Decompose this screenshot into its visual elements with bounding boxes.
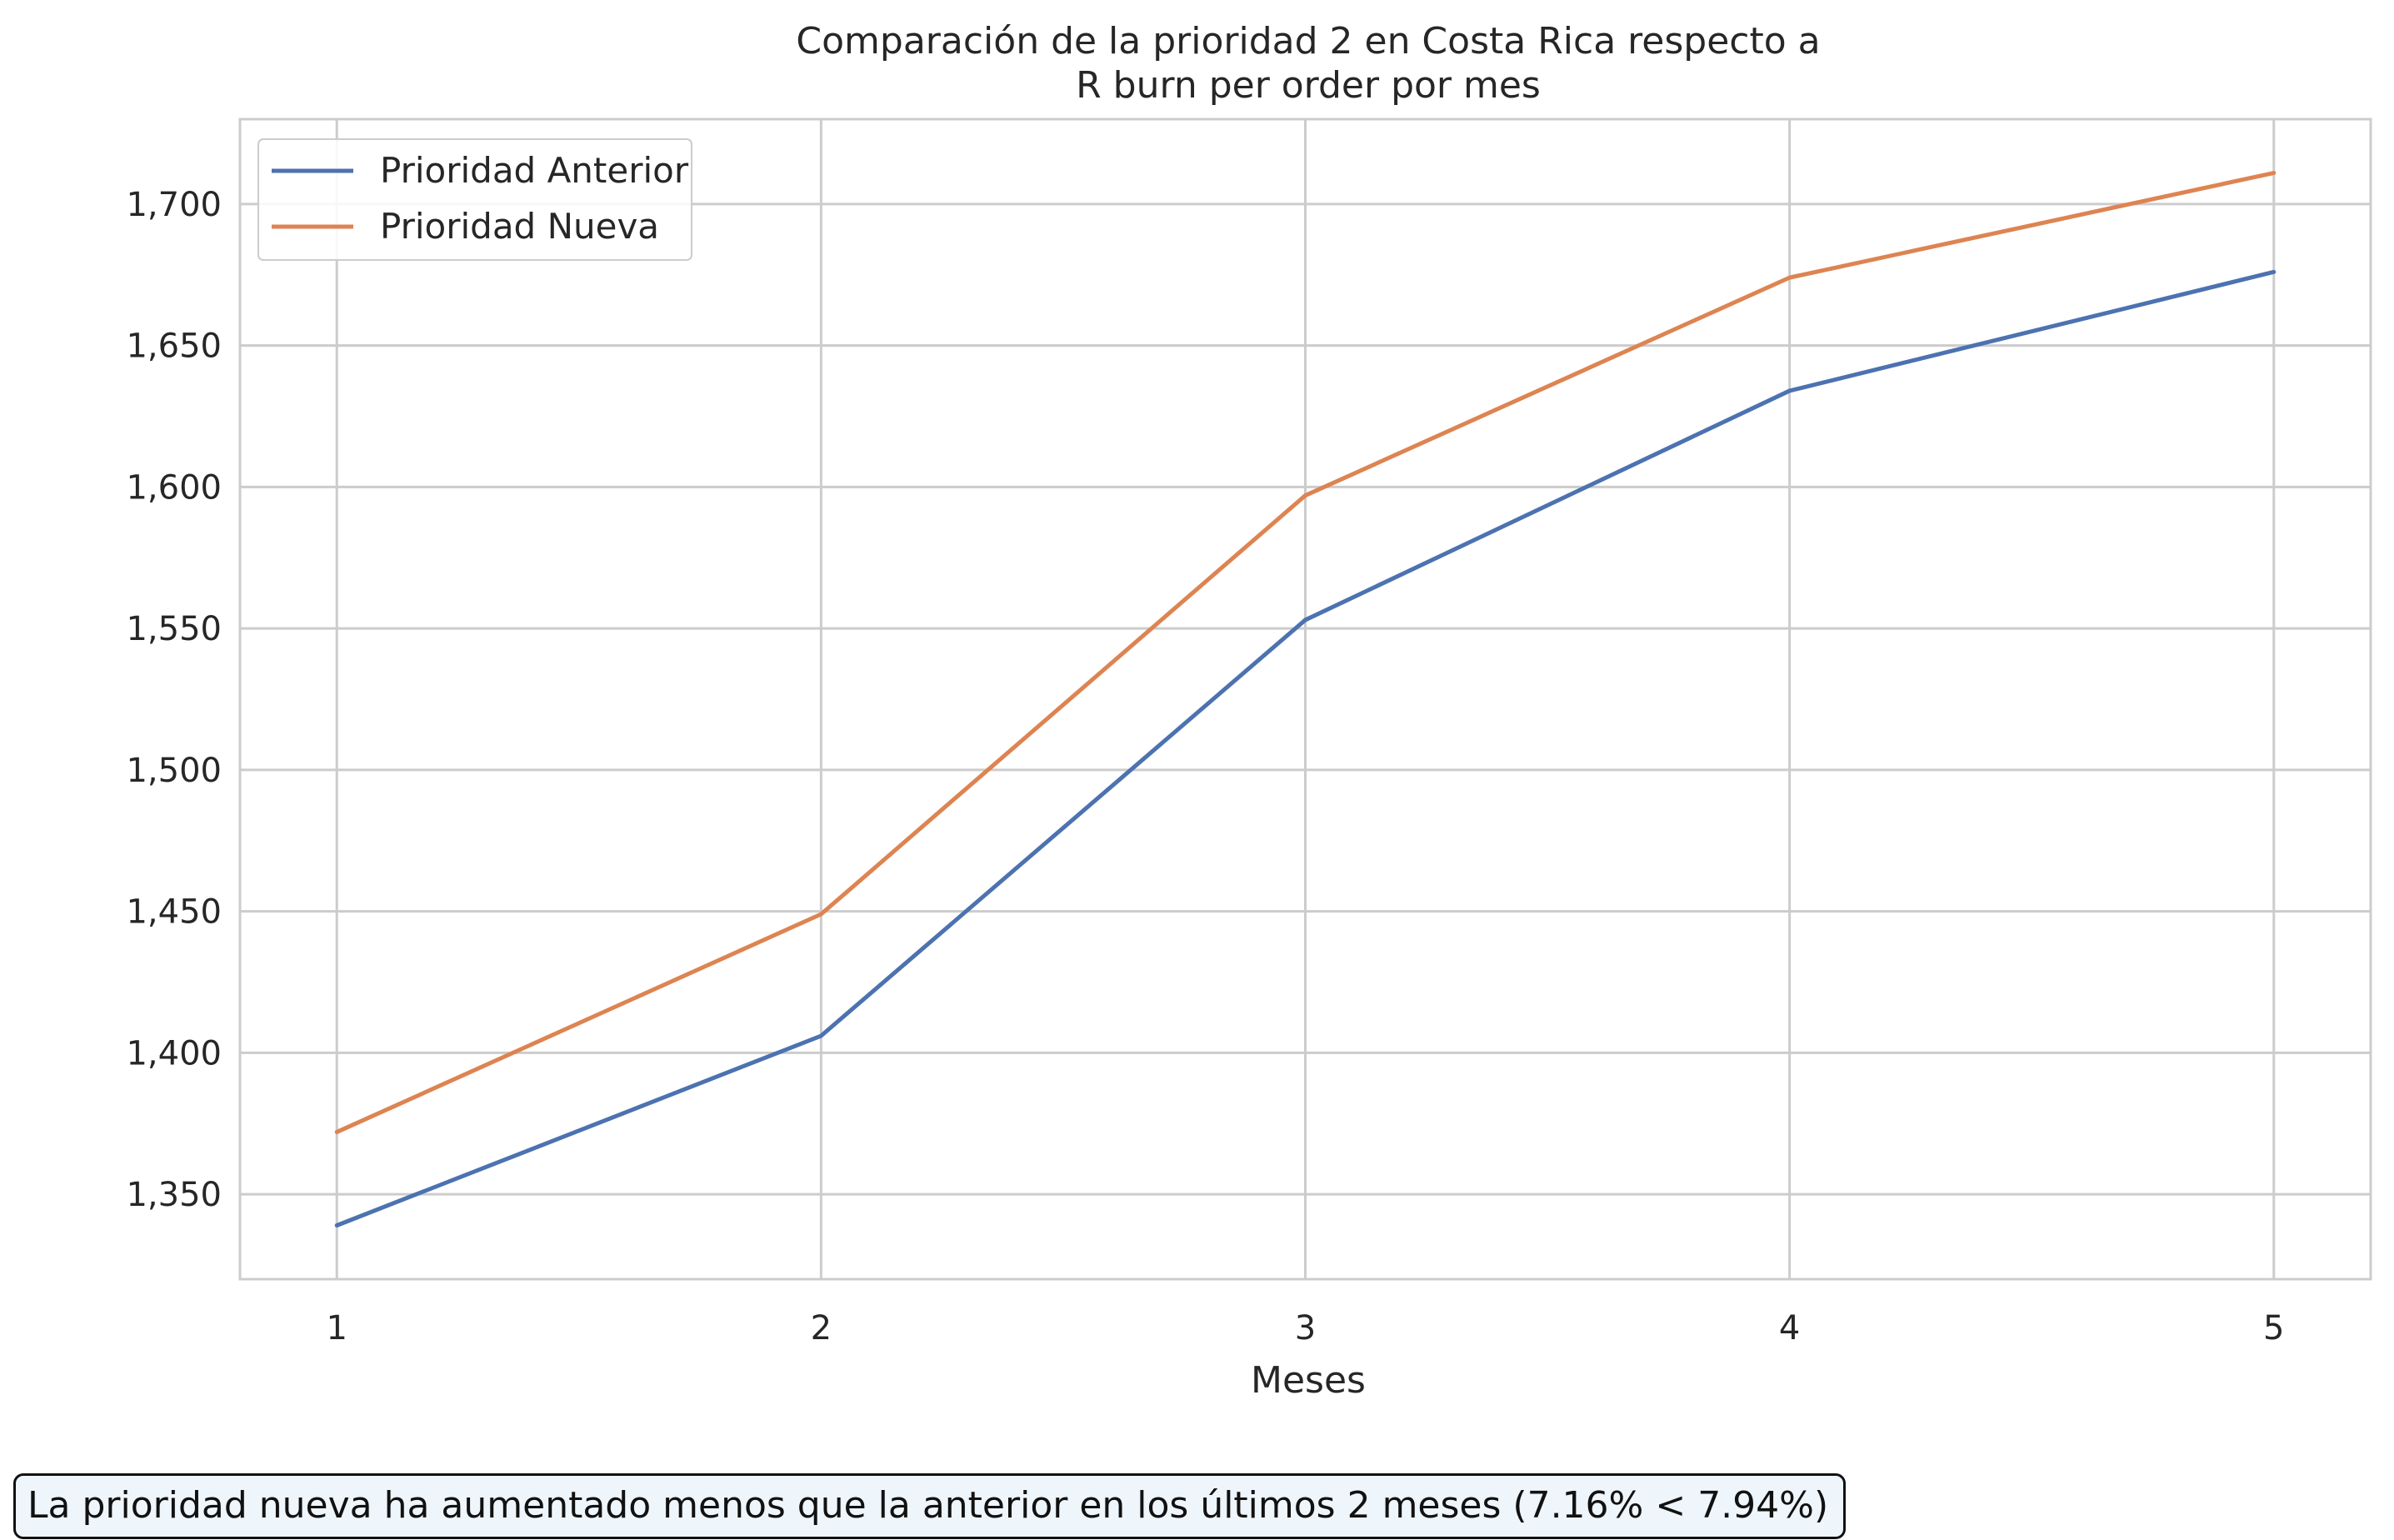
y-tick-label: 1,400 <box>126 1034 222 1072</box>
y-tick-label: 1,350 <box>126 1176 222 1214</box>
y-tick-label: 1,700 <box>126 186 222 224</box>
legend-frame <box>257 138 692 261</box>
legend-label-prioridad-nueva: Prioridad Nueva <box>380 206 659 247</box>
series-line-prioridad-anterior <box>334 269 2277 1228</box>
annotation-text: La prioridad nueva ha aumentado menos qu… <box>27 1484 1829 1527</box>
x-axis-ticks: 1 2 3 4 5 <box>327 1309 2285 1348</box>
y-tick-label: 1,450 <box>126 893 222 932</box>
x-tick-label: 2 <box>811 1309 832 1348</box>
y-tick-label: 1,650 <box>126 328 222 366</box>
y-axis-ticks: 1,350 1,400 1,450 1,500 1,550 1,600 1,650 1,700 <box>126 186 222 1214</box>
x-tick-label: 5 <box>2263 1309 2284 1348</box>
x-tick-label: 3 <box>1295 1309 1316 1348</box>
y-tick-label: 1,600 <box>126 468 222 507</box>
series-line-prioridad-nueva <box>334 171 2277 1134</box>
x-tick-label: 4 <box>1779 1309 1800 1348</box>
y-tick-label: 1,500 <box>126 752 222 790</box>
plot-frame <box>238 118 2372 1281</box>
grid-lines <box>240 119 2371 1279</box>
chart-title-line2: R burn per order por mes <box>1076 64 1541 107</box>
y-tick-label: 1,550 <box>126 610 222 648</box>
series-group <box>334 171 2277 1228</box>
x-tick-label: 1 <box>327 1309 347 1348</box>
annotation-box: La prioridad nueva ha aumentado menos qu… <box>13 1473 1847 1539</box>
x-axis-label: Meses <box>1251 1359 1366 1402</box>
chart-title-line1: Comparación de la prioridad 2 en Costa R… <box>796 20 1820 62</box>
legend: Prioridad Anterior Prioridad Nueva <box>257 138 692 261</box>
legend-label-prioridad-anterior: Prioridad Anterior <box>380 150 689 191</box>
